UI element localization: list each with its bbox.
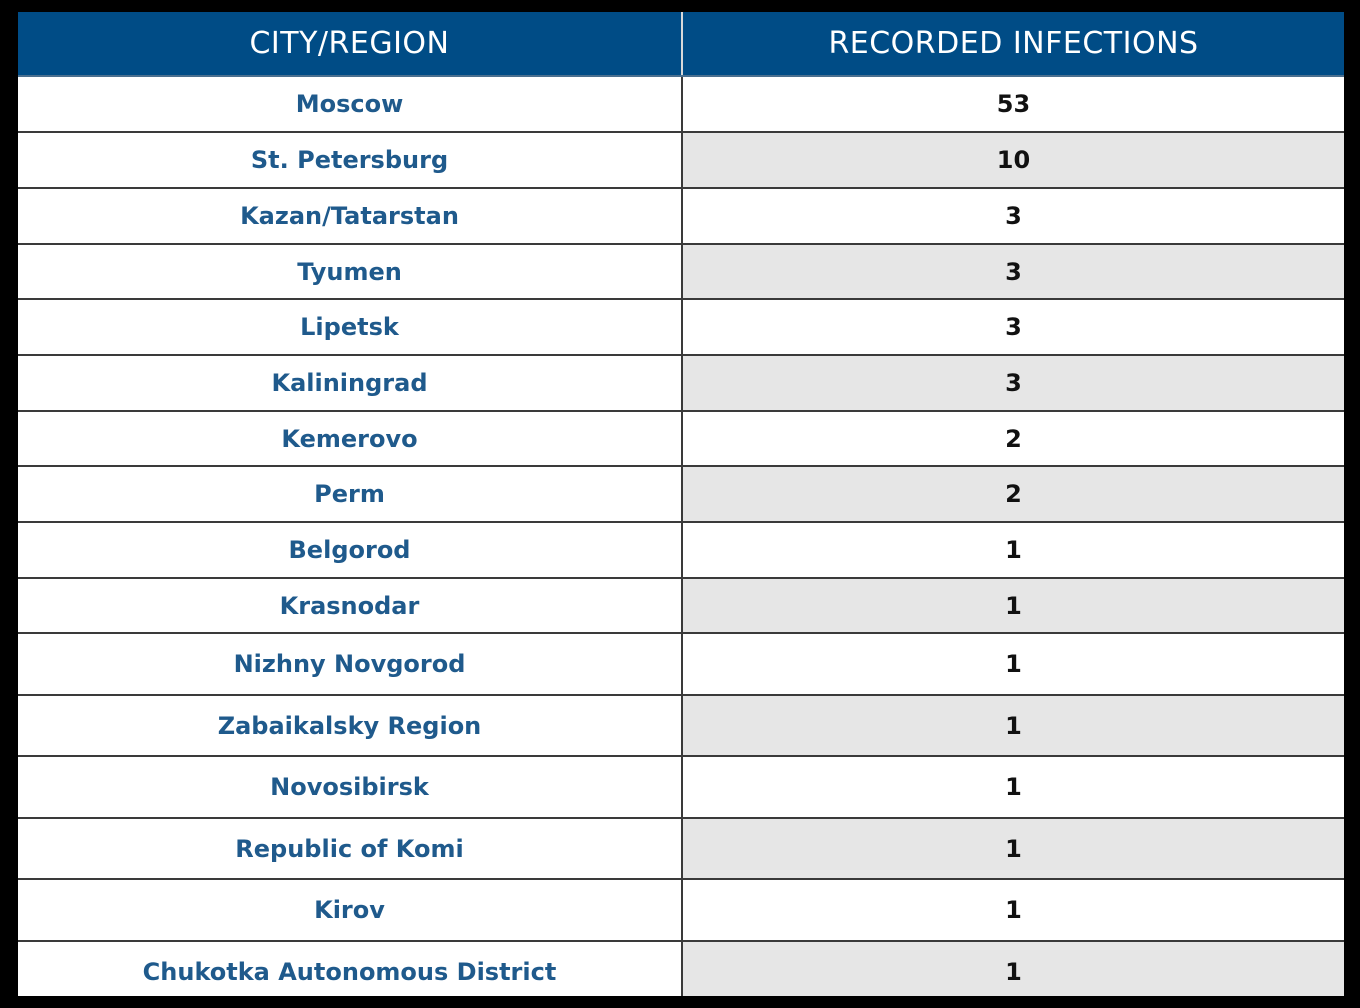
column-header-infections: RECORDED INFECTIONS (682, 12, 1344, 77)
city-cell: St. Petersburg (18, 132, 683, 189)
table-row: Novosibirsk 1 (18, 756, 1344, 819)
infections-cell: 3 (682, 299, 1344, 356)
infections-cell: 2 (682, 466, 1344, 523)
city-cell: Belgorod (18, 522, 683, 579)
table-row: Kirov 1 (18, 879, 1344, 942)
table-row: Chukotka Autonomous District 1 (18, 941, 1344, 996)
table-row: Lipetsk 3 (18, 299, 1344, 356)
column-header-city: CITY/REGION (18, 12, 683, 77)
infections-cell: 1 (682, 633, 1344, 696)
city-cell: Kirov (18, 879, 683, 942)
infections-cell: 1 (682, 578, 1344, 634)
table-row: Tyumen 3 (18, 244, 1344, 300)
infections-cell: 1 (682, 941, 1344, 996)
infections-cell: 1 (682, 756, 1344, 819)
table-row: Moscow 53 (18, 76, 1344, 133)
table-row: Kemerovo 2 (18, 411, 1344, 467)
city-cell: Republic of Komi (18, 818, 683, 880)
infections-table-frame: CITY/REGION RECORDED INFECTIONS Moscow 53… (18, 12, 1344, 996)
city-cell: Nizhny Novgorod (18, 633, 683, 696)
infections-table: CITY/REGION RECORDED INFECTIONS Moscow 53… (18, 12, 1344, 996)
city-cell: Moscow (18, 76, 683, 133)
table-row: Nizhny Novgorod 1 (18, 633, 1344, 696)
infections-cell: 1 (682, 818, 1344, 880)
city-cell: Kemerovo (18, 411, 683, 467)
infections-cell: 3 (682, 355, 1344, 412)
infections-cell: 1 (682, 879, 1344, 942)
table-row: Kaliningrad 3 (18, 355, 1344, 412)
table-row: St. Petersburg 10 (18, 132, 1344, 189)
city-cell: Novosibirsk (18, 756, 683, 819)
city-cell: Krasnodar (18, 578, 683, 634)
infections-cell: 53 (682, 76, 1344, 133)
table-row: Zabaikalsky Region 1 (18, 695, 1344, 757)
city-cell: Kazan/Tatarstan (18, 188, 683, 245)
infections-cell: 3 (682, 188, 1344, 245)
infections-cell: 1 (682, 522, 1344, 579)
city-cell: Tyumen (18, 244, 683, 300)
city-cell: Perm (18, 466, 683, 523)
table-row: Republic of Komi 1 (18, 818, 1344, 880)
city-cell: Lipetsk (18, 299, 683, 356)
table-body: Moscow 53 St. Petersburg 10 Kazan/Tatarstan 3… (18, 76, 1344, 996)
table-row: Perm 2 (18, 466, 1344, 523)
table-row: Belgorod 1 (18, 522, 1344, 579)
header-row: CITY/REGION RECORDED INFECTIONS (18, 12, 1344, 77)
infections-cell: 3 (682, 244, 1344, 300)
infections-cell: 2 (682, 411, 1344, 467)
city-cell: Zabaikalsky Region (18, 695, 683, 757)
table-row: Krasnodar 1 (18, 578, 1344, 634)
city-cell: Kaliningrad (18, 355, 683, 412)
infections-cell: 1 (682, 695, 1344, 757)
city-cell: Chukotka Autonomous District (18, 941, 683, 996)
infections-cell: 10 (682, 132, 1344, 189)
table-row: Kazan/Tatarstan 3 (18, 188, 1344, 245)
